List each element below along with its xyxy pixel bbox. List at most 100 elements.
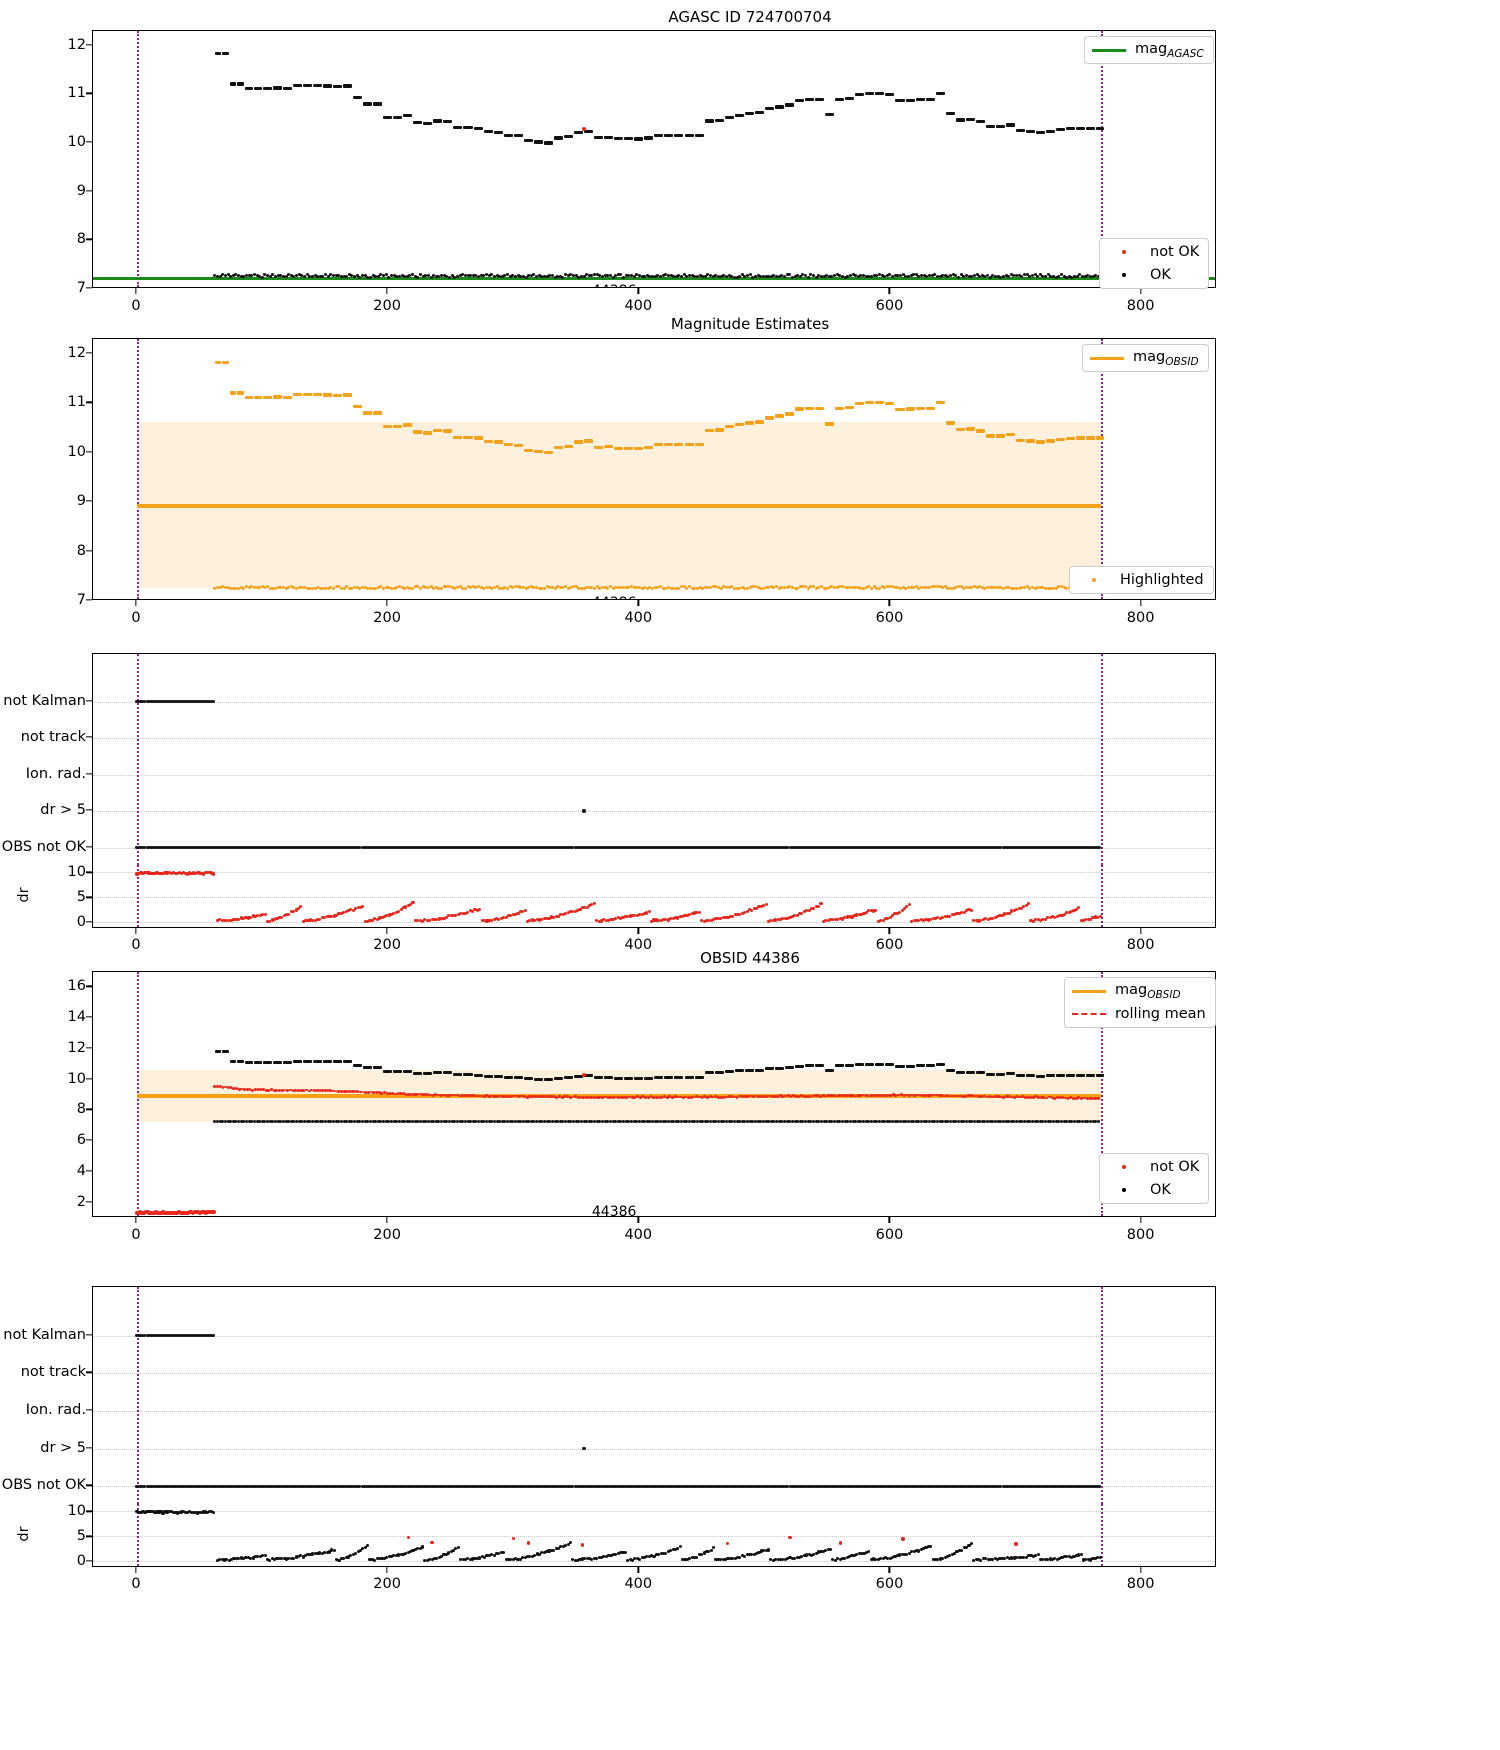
data-point (945, 1094, 949, 1097)
data-segment (253, 86, 262, 91)
data-point (155, 1334, 159, 1338)
data-point (430, 1557, 434, 1561)
data-point (640, 274, 644, 278)
data-point (899, 846, 903, 850)
data-point (621, 846, 625, 850)
legend-row[interactable]: magOBSID (1090, 349, 1199, 367)
data-point (347, 587, 351, 591)
data-segment (634, 137, 644, 141)
data-point (1065, 1119, 1069, 1123)
data-point (893, 585, 897, 589)
data-point (524, 587, 528, 591)
data-point (627, 274, 631, 278)
data-segment (1056, 1073, 1066, 1077)
legend-row[interactable]: OK (1107, 267, 1199, 283)
data-point (951, 846, 955, 850)
data-point (337, 1089, 341, 1093)
data-point (350, 1090, 354, 1094)
data-point (653, 1120, 657, 1124)
data-point (583, 1556, 587, 1561)
data-point (211, 1511, 215, 1515)
data-point (480, 1554, 484, 1558)
mag-agasc-line (93, 276, 1215, 280)
data-point (559, 846, 563, 850)
data-point (165, 700, 169, 704)
data-segment (373, 411, 383, 415)
data-point (793, 914, 797, 918)
data-point (571, 846, 575, 850)
data-point (169, 1484, 173, 1488)
data-point (390, 274, 394, 277)
data-point (540, 918, 544, 922)
data-point (376, 1484, 380, 1488)
data-point (483, 1555, 487, 1559)
data-point (698, 1120, 702, 1124)
data-point (270, 1557, 274, 1561)
data-segment (674, 133, 684, 137)
data-point (716, 916, 720, 920)
data-point (432, 1556, 436, 1560)
y-tick-mark (86, 1334, 92, 1336)
data-point (541, 846, 545, 850)
legend-row[interactable]: magOBSID (1072, 982, 1206, 1000)
y-tick-mark (86, 238, 92, 240)
data-point (295, 587, 299, 591)
data-point (959, 273, 963, 277)
data-segment (905, 1064, 915, 1068)
data-point (207, 871, 211, 875)
data-point (690, 587, 694, 591)
data-point (135, 846, 139, 850)
data-point (1002, 1095, 1005, 1099)
data-point (772, 846, 776, 850)
legend-row[interactable]: magAGASC (1092, 41, 1204, 59)
data-point (505, 846, 509, 850)
data-point (878, 1484, 882, 1488)
data-point (1079, 918, 1083, 922)
data-point (808, 1094, 812, 1098)
data-point (356, 1484, 360, 1488)
data-point (211, 700, 215, 704)
y-tick-mark (86, 451, 92, 453)
data-point (568, 910, 573, 914)
data-point (1065, 846, 1069, 850)
data-point (1061, 846, 1065, 850)
legend-row[interactable]: Highlighted (1077, 572, 1204, 588)
data-point (220, 919, 224, 923)
data-point (743, 1119, 747, 1123)
data-point (274, 1484, 278, 1488)
data-point (1055, 846, 1059, 850)
data-point (1045, 1484, 1049, 1488)
data-point (757, 1551, 761, 1555)
data-point (273, 586, 277, 590)
data-point (271, 586, 275, 590)
data-point (955, 846, 959, 850)
data-point (896, 273, 900, 277)
data-point (1019, 1484, 1023, 1488)
legend-row[interactable]: not OK (1107, 244, 1199, 260)
data-point (1075, 1484, 1079, 1488)
y-tick-mark (86, 1108, 92, 1111)
data-point (901, 586, 905, 590)
data-point (669, 1120, 673, 1124)
data-point (410, 1484, 414, 1488)
data-point (595, 1095, 599, 1099)
data-point (471, 1484, 475, 1488)
data-point (870, 1484, 874, 1488)
data-point (831, 1557, 835, 1562)
data-segment (764, 1067, 774, 1071)
legend-row[interactable]: OK (1107, 1182, 1199, 1198)
data-point (943, 1119, 947, 1123)
data-point (1022, 905, 1026, 909)
legend-row[interactable]: rolling mean (1072, 1006, 1206, 1022)
data-point (753, 275, 757, 279)
data-point (640, 1556, 644, 1560)
data-point (334, 1120, 338, 1124)
data-point (503, 273, 507, 277)
data-point (450, 846, 454, 850)
data-segment (322, 393, 332, 397)
legend-row[interactable]: not OK (1107, 1159, 1199, 1175)
data-point (811, 1094, 814, 1098)
data-point (1007, 1120, 1011, 1124)
data-segment (403, 114, 413, 118)
data-point (330, 1548, 334, 1552)
